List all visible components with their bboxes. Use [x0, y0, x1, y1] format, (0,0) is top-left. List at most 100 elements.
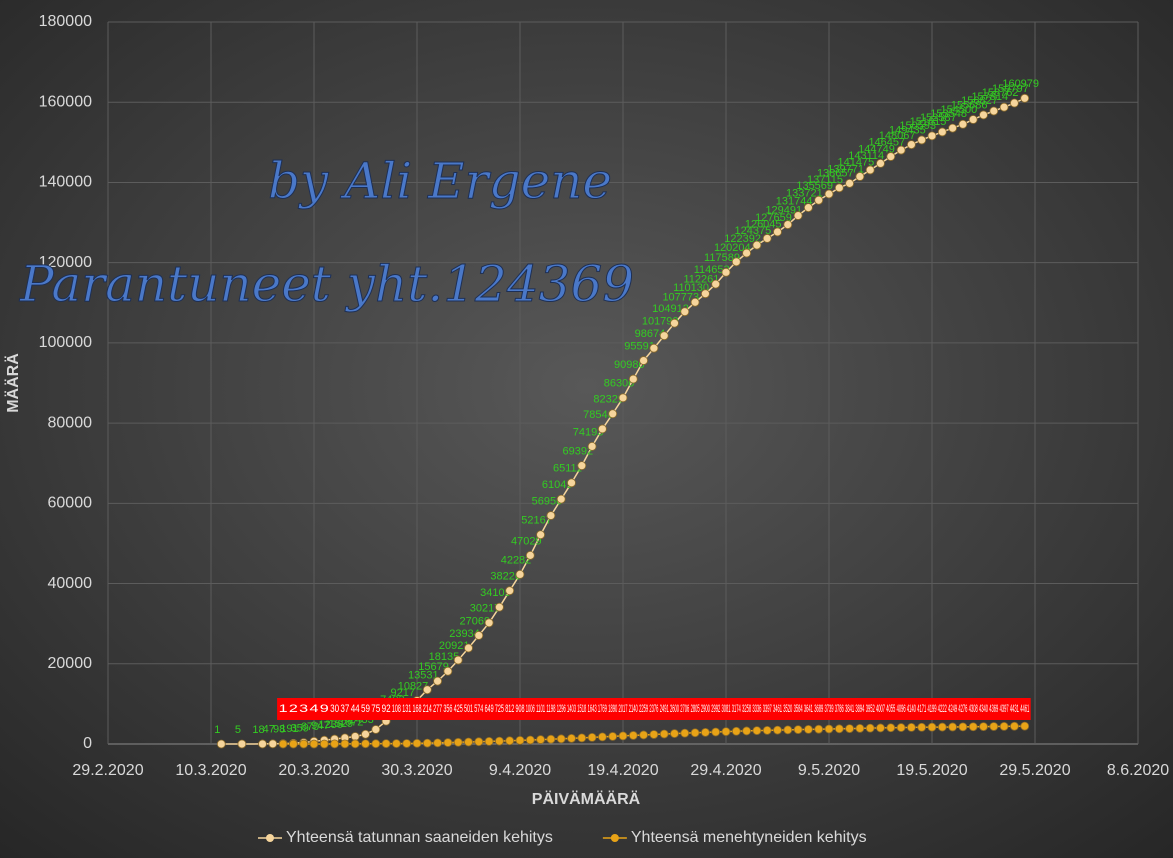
y-tick-label: 160000: [39, 93, 92, 110]
data-label: 2376: [649, 703, 658, 715]
data-label: 670: [301, 721, 319, 733]
data-label: 4055: [886, 703, 895, 715]
data-point: [845, 178, 854, 188]
data-label: 501: [464, 703, 473, 715]
data-label: 4199: [928, 703, 937, 715]
data-point: [608, 409, 618, 419]
data-label: 191: [280, 723, 298, 735]
data-label: 1198: [546, 703, 555, 715]
data-label: 3520: [783, 703, 792, 715]
data-label: 82329: [593, 394, 624, 406]
data-point: [618, 393, 628, 403]
data-label-box: [338, 698, 351, 720]
data-point: [546, 734, 556, 744]
data-point: [639, 730, 648, 740]
x-tick-label: 30.3.2020: [381, 762, 452, 779]
data-point: [608, 732, 618, 741]
annotation: by Ali Ergene: [268, 152, 612, 210]
data-label: 908: [516, 703, 525, 715]
data-point: [299, 739, 309, 749]
data-point: [731, 257, 741, 267]
data-point: [907, 722, 916, 732]
data-label: 152587: [920, 112, 957, 124]
legend-label: Yhteensä menehtyneiden kehitys: [631, 829, 867, 846]
data-label: 151615: [910, 116, 947, 128]
data-label: 3397: [763, 703, 772, 715]
data-label-box: [967, 698, 980, 720]
data-label: 42282: [501, 554, 532, 566]
data-point: [804, 724, 813, 734]
data-point: [268, 739, 278, 749]
data-point: [258, 739, 267, 749]
data-point: [587, 733, 597, 742]
data-label: 3081: [722, 703, 731, 715]
data-label: 725: [495, 703, 504, 715]
data-label: 155686: [951, 99, 988, 111]
data-label-box: [380, 698, 393, 720]
data-point: [1020, 93, 1030, 103]
data-point: [855, 723, 865, 733]
data-point: [515, 735, 525, 745]
data-label: 101790: [642, 316, 679, 328]
data-label: 1: [214, 724, 220, 736]
data-label: 160979: [1002, 78, 1039, 90]
data-label: 9: [320, 703, 329, 715]
data-label-box: [771, 698, 784, 720]
data-label-box: [617, 698, 629, 720]
data-label: 1: [279, 703, 288, 715]
data-label: 3739: [825, 703, 834, 715]
data-label-box: [565, 698, 578, 720]
data-point: [834, 183, 844, 193]
data-label: 150593: [899, 120, 936, 132]
x-tick-label: 20.3.2020: [278, 762, 349, 779]
data-label: 98: [273, 724, 285, 736]
data-label-box: [586, 698, 599, 720]
data-point: [742, 726, 751, 736]
data-label: 2992: [711, 703, 720, 715]
data-point: [422, 738, 432, 748]
data-label-box: [750, 698, 763, 720]
data-label-box: [400, 698, 413, 720]
data-label: 129491: [765, 205, 802, 217]
data-point: [381, 739, 391, 749]
data-point: [917, 722, 927, 732]
data-label: 1403: [567, 703, 576, 715]
data-label: 30: [330, 703, 339, 715]
data-point: [556, 494, 566, 504]
data-label-box: [792, 698, 805, 720]
data-label-box: [277, 698, 290, 720]
marks: 1518479819135967094712361529187224333629…: [214, 78, 1039, 749]
data-point: [412, 738, 422, 748]
y-tick-label: 180000: [39, 13, 92, 30]
data-label: 2259: [639, 703, 648, 715]
data-label: 4096: [897, 703, 906, 715]
data-point: [577, 461, 587, 471]
x-tick-label: 9.5.2020: [798, 762, 860, 779]
data-label: 61049: [542, 479, 573, 491]
data-point: [876, 723, 885, 733]
data-label: 4007: [876, 703, 885, 715]
data-point: [659, 331, 669, 341]
data-label-box: [668, 698, 681, 720]
data-label: 3258: [742, 703, 751, 715]
data-point: [474, 631, 484, 640]
data-point: [587, 442, 597, 451]
data-point: [690, 297, 700, 307]
data-point: [865, 165, 875, 175]
data-point: [896, 145, 906, 155]
legend-marker: [266, 834, 274, 842]
data-label: 107773: [662, 292, 699, 304]
data-label-box: [287, 698, 300, 720]
data-label: 47029: [511, 535, 542, 547]
data-label: 133721: [786, 188, 823, 200]
data-label-box: [431, 698, 444, 720]
data-point: [536, 530, 545, 540]
data-label-box: [441, 698, 454, 720]
data-label: 108: [392, 703, 401, 715]
data-label: 3786: [835, 703, 844, 715]
data-point: [752, 726, 762, 736]
data-label: 812: [505, 703, 514, 715]
annotation: Parantuneet yht.124369: [19, 255, 634, 313]
data-label-box: [678, 698, 691, 720]
